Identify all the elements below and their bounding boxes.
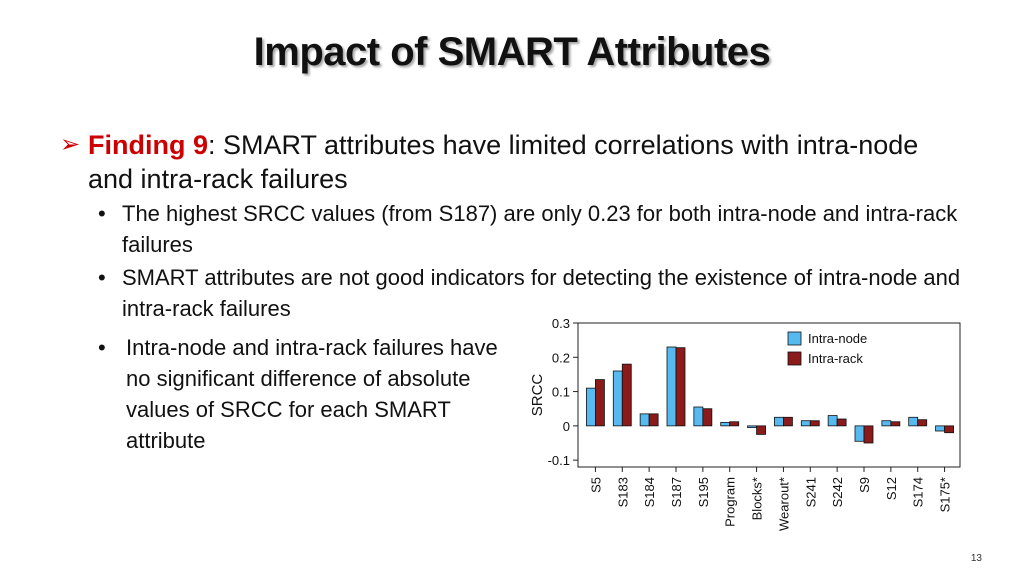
bar-intra-node-program	[720, 422, 731, 427]
bullet-dot-icon: •	[98, 201, 106, 226]
x-tick-label: S12	[884, 477, 899, 500]
x-tick-label: S187	[669, 477, 684, 507]
x-tick-label: Blocks*	[750, 477, 765, 520]
sub-bullet-1: • The highest SRCC values (from S187) ar…	[60, 198, 960, 260]
y-axis-label: SRCC	[529, 374, 546, 417]
finding-label: Finding 9	[88, 130, 208, 160]
bar-intra-node-s175	[935, 425, 945, 432]
bar-intra-rack-s242	[836, 418, 847, 427]
bar-intra-rack-s184	[648, 413, 659, 427]
sub-bullet-text: Intra-node and intra-rack failures have …	[126, 335, 498, 453]
bar-intra-rack-s9	[863, 425, 874, 444]
sub-bullet-2: • SMART attributes are not good indicato…	[60, 262, 962, 324]
bar-intra-node-s187	[666, 346, 677, 427]
x-tick-label: S183	[615, 477, 630, 507]
x-tick-label: S5	[588, 477, 603, 493]
y-tick-label: 0.1	[552, 385, 570, 400]
plot-frame	[577, 322, 961, 468]
sub-bullet-text: The highest SRCC values (from S187) are …	[122, 201, 958, 257]
finding-bullet: ➢ Finding 9: SMART attributes have limit…	[60, 128, 960, 196]
bar-intra-node-blocks	[747, 425, 757, 428]
x-tick-label: S195	[696, 477, 711, 507]
sub-bullet-3: • Intra-node and intra-rack failures hav…	[60, 332, 516, 456]
y-tick-label: -0.1	[548, 453, 570, 468]
x-tick-label: Program	[723, 477, 738, 527]
bar-intra-rack-program	[729, 421, 740, 427]
y-tick-label: 0	[563, 419, 570, 434]
bar-intra-rack-s174	[917, 419, 928, 427]
legend-swatch	[787, 351, 802, 366]
bar-intra-node-s174	[908, 416, 919, 427]
bar-intra-node-s5	[586, 387, 596, 427]
bullet-list: ➢ Finding 9: SMART attributes have limit…	[60, 128, 960, 456]
y-tick-label: 0.3	[552, 316, 570, 331]
bar-intra-rack-s241	[809, 420, 820, 427]
legend-label: Intra-rack	[808, 351, 863, 366]
bar-intra-node-s12	[881, 420, 892, 427]
bar-intra-node-s242	[827, 415, 838, 427]
sub-bullet-text: SMART attributes are not good indicators…	[122, 265, 961, 321]
bar-intra-node-s9	[854, 425, 865, 442]
page-number: 13	[970, 553, 982, 564]
bar-intra-rack-blocks	[756, 425, 766, 435]
bar-intra-node-s241	[800, 420, 811, 427]
bullet-dot-icon: •	[98, 265, 106, 290]
x-tick-label: S242	[830, 477, 845, 507]
bar-intra-node-wearout	[774, 416, 784, 427]
finding-text: : SMART attributes have limited correlat…	[88, 130, 919, 194]
bar-intra-rack-wearout	[783, 416, 793, 427]
x-tick-label: S241	[803, 477, 818, 507]
x-tick-label: S174	[911, 477, 926, 507]
bar-intra-rack-s195	[702, 408, 713, 427]
x-tick-label: S9	[857, 477, 872, 493]
bar-intra-rack-s183	[621, 363, 632, 427]
bar-intra-node-s195	[693, 406, 704, 427]
bullet-dot-icon: •	[98, 335, 106, 360]
x-tick-label: Wearout*	[776, 477, 791, 531]
legend-label: Intra-node	[808, 331, 867, 346]
arrow-bullet-icon: ➢	[60, 131, 81, 158]
bar-intra-rack-s187	[675, 347, 686, 427]
bar-intra-rack-s175	[944, 425, 954, 434]
slide-title: Impact of SMART Attributes	[253, 30, 771, 74]
bar-intra-rack-s5	[595, 379, 605, 427]
x-tick-label: S175*	[938, 477, 953, 512]
legend-swatch	[787, 331, 802, 346]
bar-intra-node-s184	[639, 413, 650, 427]
x-tick-label: S184	[642, 477, 657, 507]
bar-intra-node-s183	[612, 370, 623, 427]
bar-intra-rack-s12	[890, 421, 901, 427]
y-tick-label: 0.2	[552, 350, 570, 365]
srcc-bar-chart: -0.1 0 0.1 0.2 0.3 SRCC S5 S183 S184 S187 S195 Prog…	[529, 316, 961, 531]
